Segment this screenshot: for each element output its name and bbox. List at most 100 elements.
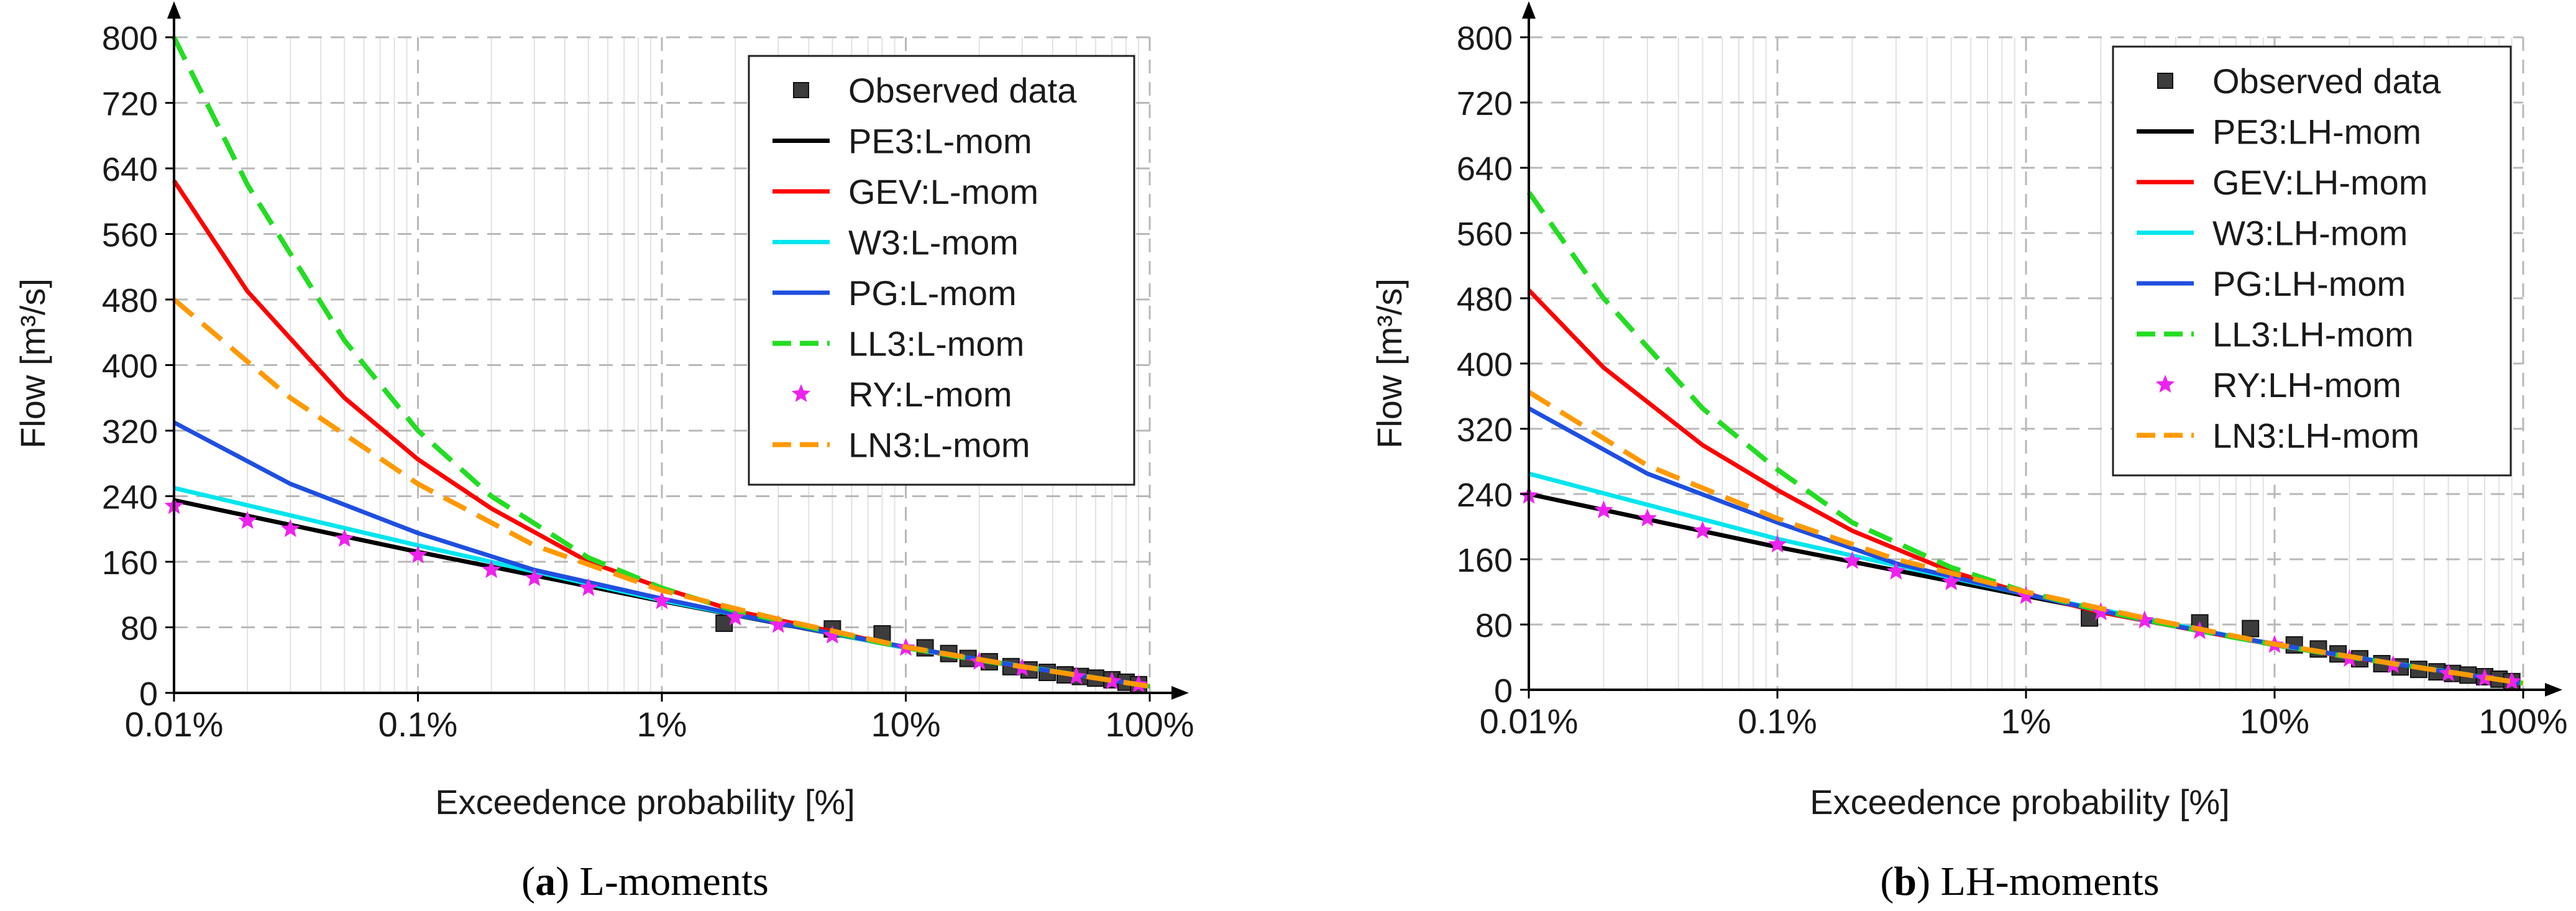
legend-label: PE3:L-mom [848,122,1032,161]
y-axis-label: Flow [m³/s] [13,278,52,449]
series-line-ln3 [1527,390,2524,686]
y-tick-label: 0 [1494,672,1513,710]
y-tick-label: 80 [1475,607,1513,644]
series-marker-ry [2475,668,2495,687]
legend-swatch-ry [791,384,811,402]
y-tick-label: 160 [102,544,158,582]
series-marker-ry [1102,671,1122,690]
observed-point [2242,620,2260,638]
y-tick-label: 160 [1457,542,1513,579]
y-axis-arrow [1522,1,1536,19]
y-axis-label: Flow [m³/s] [1370,278,1409,449]
series-lines [1519,191,2524,690]
legend-label: W3:LH-mom [2212,214,2408,253]
x-axis-arrow [1171,686,1189,700]
series-marker-ry [1066,666,1086,685]
series-lines [164,36,1150,693]
chart-panel-a: 0 80 160 240 320 400 480 560 640 720 800 0.01% 0.1% 1… [13,1,1194,904]
legend-swatch-observed [2157,73,2173,89]
series-marker-ry [823,625,842,644]
y-axis-arrow [167,1,181,19]
legend-box [748,55,1135,486]
legend-label: PE3:LH-mom [2212,112,2421,152]
series-marker-ry [1843,551,1862,569]
caption-text: LH-moments [1941,859,2160,904]
y-tick-label: 320 [1457,411,1513,449]
legend-label: PG:L-mom [848,273,1017,313]
legend-label: LN3:LH-mom [2212,416,2419,456]
x-tick-label: 0.01% [1480,702,1579,741]
legend-label: LN3:L-mom [848,426,1030,465]
x-tick-label: 10% [2240,702,2309,741]
series-marker-ry [2016,586,2036,604]
x-tick-label: 10% [871,705,940,744]
series-marker-ry [1594,500,1613,519]
legend-swatch-ry [2155,375,2175,393]
series-marker-ry [482,560,501,579]
x-axis-label: Exceedence probability [%] [435,782,855,822]
series-marker-ry [579,578,598,597]
legend-label: LL3:LH-mom [2212,315,2414,354]
y-tick-label: 640 [1457,150,1513,188]
series-marker-ry [1941,572,1961,590]
legend-label: RY:L-mom [848,375,1012,414]
x-tick-label: 0.01% [125,705,224,744]
legend-label: GEV:LH-mom [2212,163,2427,202]
chart-panel-b: 0 80 160 240 320 400 480 560 640 720 800 0.01% 0.1% 1… [1370,1,2568,904]
caption-label: a [535,859,556,904]
series-line-ln3 [172,297,1150,689]
caption: (a) L-moments [521,859,769,904]
series-marker-ry [525,568,544,587]
series-marker-ry [237,511,257,529]
legend: Observed data PE3:LH-mom GEV:LH-mom W3:LH-m… [2112,45,2512,477]
x-tick-label: 0.1% [1738,702,1817,741]
series-marker-ry [2091,602,2111,621]
y-tick-label: 400 [102,348,158,385]
legend-label: LL3:L-mom [848,324,1024,364]
series-marker-ry [725,607,745,626]
series-marker-ry [1693,521,1712,539]
axes [167,1,1189,700]
x-axis-label: Exceedence probability [%] [1810,782,2230,822]
y-tick-label: 240 [102,479,158,516]
x-tick-label: 100% [1105,705,1194,744]
legend-label: RY:LH-mom [2212,365,2401,405]
legend: Observed data PE3:L-mom GEV:L-mom W3:L-mom P… [748,55,1135,486]
x-axis-arrow [2545,683,2562,697]
y-tick-label: 480 [102,282,158,319]
y-tick-label: 800 [102,20,158,57]
y-tick-label: 720 [1457,85,1513,122]
x-tick-label: 0.1% [378,705,458,744]
series-marker-ry [2135,610,2155,629]
y-tick-label: 800 [1457,20,1513,57]
legend-label: W3:L-mom [848,223,1019,262]
legend-label: PG:LH-mom [2212,264,2406,303]
y-tick-label: 560 [102,217,158,254]
y-tick-label: 720 [102,86,158,123]
legend-label: Observed data [2212,62,2441,101]
y-tick-label: 240 [1457,477,1513,514]
y-tick-label: 0 [139,675,158,713]
series-marker-ry [1767,534,1787,553]
legend-label: GEV:L-mom [848,172,1038,211]
caption-text: L-moments [580,859,769,904]
series-marker-ry [281,519,300,538]
caption-label: b [1894,859,1917,904]
legend-swatch-observed [793,82,809,98]
legend-label: Observed data [848,71,1077,110]
caption: (b) LH-moments [1880,859,2159,904]
y-tick-label: 320 [102,413,158,451]
series-marker-ry [408,545,428,564]
series-marker-ry [769,615,788,633]
x-tick-label: 100% [2478,702,2567,741]
y-tick-label: 80 [121,610,158,648]
legend-box [2112,45,2512,477]
tick-labels: 0 80 160 240 320 400 480 560 640 720 800 0.01% 0.1% 1… [1457,20,2568,741]
series-marker-ry [2439,663,2458,682]
x-tick-label: 1% [2001,702,2051,741]
y-tick-label: 640 [102,151,158,188]
series-marker-ry [2502,671,2521,690]
series-marker-ry [1886,561,1906,580]
series-marker-ry [335,529,354,547]
